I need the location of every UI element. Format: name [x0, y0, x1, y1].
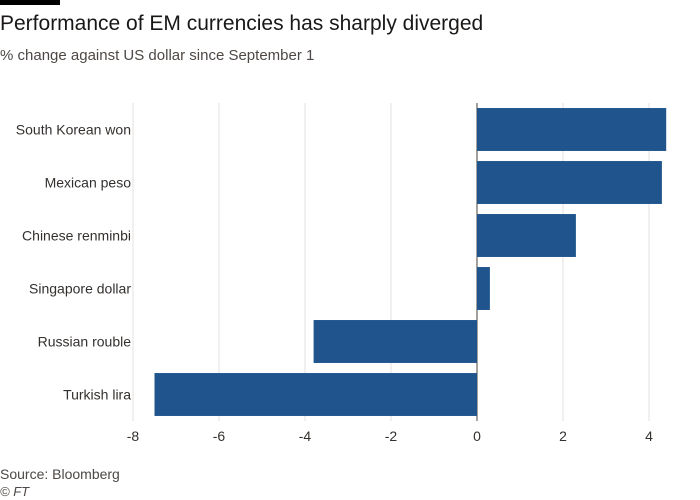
x-tick-label: -6	[213, 428, 226, 444]
bars	[154, 108, 667, 416]
category-label: Singapore dollar	[29, 281, 131, 297]
bar	[477, 108, 667, 151]
bar	[477, 267, 490, 310]
x-tick-label: -2	[385, 428, 398, 444]
gridlines	[132, 103, 650, 421]
category-label: Chinese renminbi	[22, 228, 131, 244]
category-label: Mexican peso	[45, 175, 132, 191]
x-tick-label: 4	[645, 428, 653, 444]
bar	[477, 214, 576, 257]
brand-bar	[0, 0, 60, 5]
ft-credit: © FT	[0, 484, 30, 499]
x-tick-label: -4	[299, 428, 312, 444]
bar-chart: South Korean won Mexican peso Chinese renm…	[16, 103, 667, 444]
x-axis-ticks: -8 -6 -4 -2 0 2 4	[127, 428, 653, 444]
source-note: Source: Bloomberg	[0, 466, 120, 482]
x-tick-label: -8	[127, 428, 140, 444]
chart-subtitle: % change against US dollar since Septemb…	[0, 47, 315, 64]
category-label: Russian rouble	[38, 334, 132, 350]
bar	[154, 373, 477, 416]
category-label: South Korean won	[16, 122, 131, 138]
bar	[313, 320, 477, 363]
category-label: Turkish lira	[63, 387, 131, 403]
chart-title: Performance of EM currencies has sharply…	[0, 12, 484, 35]
x-tick-label: 0	[473, 428, 481, 444]
bar	[477, 161, 662, 204]
x-tick-label: 2	[559, 428, 567, 444]
category-labels: South Korean won Mexican peso Chinese renm…	[16, 122, 132, 403]
